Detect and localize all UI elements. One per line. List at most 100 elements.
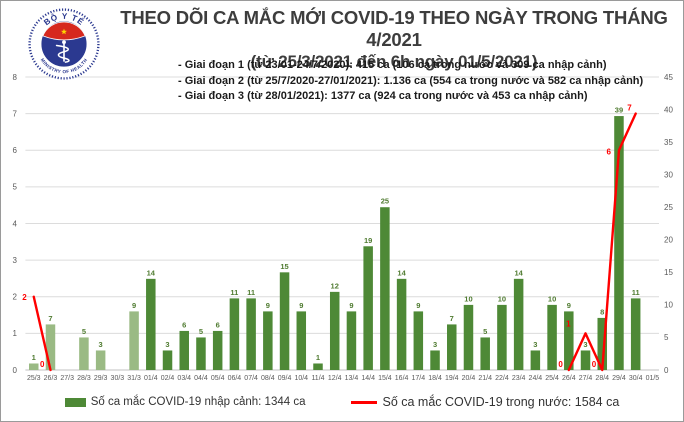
bar-imported-cases xyxy=(179,330,189,370)
legend-imported-label: Số ca mắc COVID-19 nhập cảnh: 1344 ca xyxy=(90,396,306,408)
right-axis-tick-label: 5 xyxy=(664,333,669,342)
left-axis-tick-label: 6 xyxy=(13,146,18,155)
bar-imported-cases xyxy=(79,337,89,370)
x-axis-tick-label: 17/4 xyxy=(412,375,426,382)
x-axis-tick-label: 10/4 xyxy=(294,375,308,382)
left-axis-tick-label: 2 xyxy=(13,293,18,302)
right-axis-tick-label: 40 xyxy=(664,105,673,114)
bar-value-label: 3 xyxy=(99,340,103,349)
x-axis-tick-label: 27/4 xyxy=(579,375,593,382)
bar-imported-cases xyxy=(447,324,457,370)
chart-legend: Số ca mắc COVID-19 nhập cảnh: 1344 ca Số… xyxy=(1,395,683,409)
x-axis-tick-label: 30/3 xyxy=(111,375,125,382)
left-axis-tick-label: 3 xyxy=(13,256,18,265)
left-axis-tick-label: 8 xyxy=(13,73,18,82)
page-subtitle: (từ 25/3/2021 đến 6h ngày 01/5/2021) xyxy=(250,52,538,71)
bar-imported-cases xyxy=(329,291,340,370)
ministry-of-health-logo: BỘ Y TẾ MINISTRY OF HEALTH xyxy=(28,8,100,80)
x-axis-tick-label: 03/4 xyxy=(177,375,191,382)
x-axis-tick-label: 13/4 xyxy=(345,375,359,382)
bar-imported-cases xyxy=(45,324,56,370)
bar-value-label: 1 xyxy=(32,353,36,362)
bar-imported-cases xyxy=(547,304,557,370)
bar-imported-cases xyxy=(363,246,373,370)
right-axis-tick-label: 45 xyxy=(664,73,673,82)
line-value-label: 6 xyxy=(607,147,612,156)
left-axis-tick-label: 0 xyxy=(13,366,18,375)
legend-line-swatch-icon xyxy=(351,400,378,404)
bar-value-label: 5 xyxy=(483,327,487,336)
x-axis-tick-label: 04/4 xyxy=(194,375,208,382)
x-axis-tick-label: 08/4 xyxy=(261,375,275,382)
phase-notes: - Giai đoạn 1 (từ 23/01-24/7/2020): 415 … xyxy=(178,58,643,105)
x-axis-tick-label: 25/3 xyxy=(27,375,41,382)
bar-imported-cases xyxy=(530,350,541,370)
bar-imported-cases xyxy=(229,298,240,370)
bar-value-label: 9 xyxy=(266,301,270,310)
phase-note-2: - Giai đoạn 2 (từ 25/7/2020-27/01/2021):… xyxy=(178,74,644,87)
bar-imported-cases xyxy=(263,311,273,370)
bar-value-label: 10 xyxy=(464,294,472,303)
bar-imported-cases xyxy=(296,311,307,370)
logo-top-text: BỘ Y TẾ xyxy=(42,11,86,28)
bar-value-label: 9 xyxy=(567,301,571,310)
x-axis-tick-label: 15/4 xyxy=(378,375,392,382)
bar-imported-cases xyxy=(212,330,223,370)
bar-imported-cases xyxy=(380,207,390,370)
bar-value-label: 10 xyxy=(548,294,556,303)
x-axis-tick-label: 29/3 xyxy=(94,375,108,382)
phase-note-1: - Giai đoạn 1 (từ 23/01-24/7/2020): 415 … xyxy=(178,59,607,71)
bar-imported-cases xyxy=(313,363,323,370)
bar-value-label: 19 xyxy=(364,236,372,245)
bar-value-label: 7 xyxy=(450,314,454,323)
bar-value-label: 11 xyxy=(247,288,255,297)
bar-imported-cases xyxy=(196,337,206,370)
x-axis-tick-label: 20/4 xyxy=(462,375,476,382)
bar-value-label: 25 xyxy=(381,197,389,206)
bar-imported-cases xyxy=(513,278,524,370)
line-value-label: 1 xyxy=(566,319,571,328)
legend-domestic-label: Số ca mắc COVID-19 trong nước: 1584 ca xyxy=(382,395,620,409)
line-value-label: 2 xyxy=(22,293,27,302)
bar-imported-cases xyxy=(29,363,39,370)
right-axis-tick-label: 20 xyxy=(664,236,673,245)
title-block: THEO DÕI CA MẮC MỚI COVID-19 THEO NGÀY T… xyxy=(113,7,675,73)
bar-value-label: 3 xyxy=(583,340,587,349)
legend-bar-swatch-icon xyxy=(64,397,86,407)
bar-imported-cases xyxy=(129,311,139,370)
phase-note-3: - Giai đoạn 3 (từ 28/01/2021): 1377 ca (… xyxy=(178,90,588,102)
bar-imported-cases xyxy=(497,304,507,370)
x-axis-tick-label: 16/4 xyxy=(395,375,409,382)
x-axis-tick-label: 27/3 xyxy=(60,375,74,382)
left-axis-tick-label: 7 xyxy=(13,109,18,118)
x-axis-tick-label: 09/4 xyxy=(278,375,292,382)
bar-value-label: 9 xyxy=(416,301,420,310)
right-axis-tick-label: 35 xyxy=(664,138,673,147)
line-domestic-cases xyxy=(567,112,637,372)
bar-imported-cases xyxy=(162,350,173,370)
x-axis-tick-label: 01/5 xyxy=(646,375,660,382)
right-axis-tick-label: 15 xyxy=(664,268,673,277)
page-title: THEO DÕI CA MẮC MỚI COVID-19 THEO NGÀY T… xyxy=(120,7,668,50)
bar-imported-cases xyxy=(564,311,574,370)
x-axis-tick-label: 31/3 xyxy=(127,375,141,382)
x-axis-tick-label: 18/4 xyxy=(428,375,442,382)
bar-value-label: 11 xyxy=(632,288,640,297)
bar-value-label: 14 xyxy=(397,268,406,277)
bar-value-label: 9 xyxy=(349,301,353,310)
x-axis-tick-label: 14/4 xyxy=(361,375,375,382)
bar-imported-cases xyxy=(246,298,256,370)
bar-value-label: 3 xyxy=(433,340,437,349)
legend-item-domestic: Số ca mắc COVID-19 trong nước: 1584 ca xyxy=(351,395,619,409)
x-axis-tick-label: 23/4 xyxy=(512,375,526,382)
legend-item-imported: Số ca mắc COVID-19 nhập cảnh: 1344 ca xyxy=(64,396,306,408)
bar-imported-cases xyxy=(597,317,607,370)
bar-value-label: 10 xyxy=(498,294,506,303)
bar-value-label: 12 xyxy=(331,281,339,290)
left-axis-tick-label: 1 xyxy=(13,329,18,338)
bar-value-label: 9 xyxy=(299,301,303,310)
x-axis-tick-label: 26/4 xyxy=(562,375,576,382)
x-axis-tick-label: 30/4 xyxy=(629,375,643,382)
line-value-label: 0 xyxy=(592,360,597,369)
